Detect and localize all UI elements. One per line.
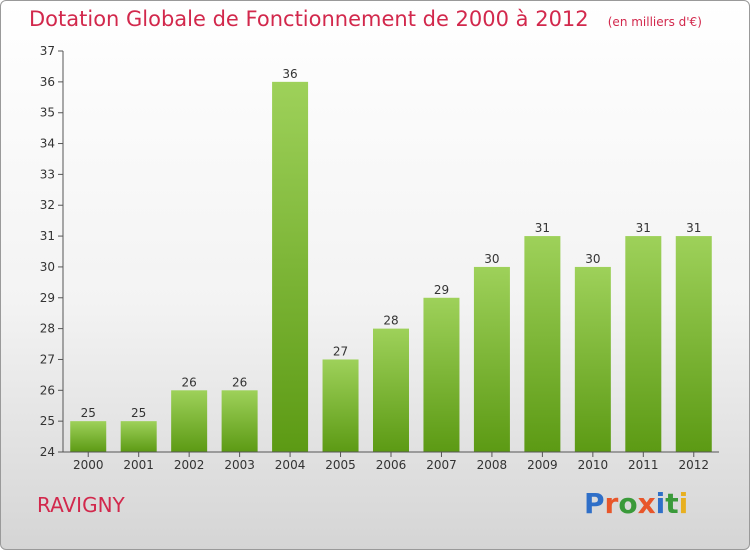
- x-tick-label: 2003: [224, 458, 255, 472]
- bar-value-label: 31: [535, 221, 550, 235]
- logo-letter: P: [584, 487, 605, 520]
- bar-value-label: 31: [636, 221, 651, 235]
- title-row: Dotation Globale de Fonctionnement de 20…: [29, 7, 702, 31]
- bar: [524, 236, 561, 452]
- y-tick-label: 37: [40, 44, 55, 58]
- x-tick-label: 2001: [123, 458, 154, 472]
- x-tick-label: 2012: [678, 458, 709, 472]
- y-tick-label: 35: [40, 106, 55, 120]
- x-tick-label: 2002: [174, 458, 205, 472]
- x-tick-label: 2007: [426, 458, 457, 472]
- bar-value-label: 31: [686, 221, 701, 235]
- x-tick-label: 2000: [73, 458, 104, 472]
- y-tick-label: 26: [40, 383, 55, 397]
- logo-letter: i: [678, 487, 689, 520]
- bar: [322, 359, 359, 452]
- bar-value-label: 36: [282, 67, 297, 81]
- y-tick-label: 36: [40, 75, 55, 89]
- y-tick-label: 32: [40, 198, 55, 212]
- y-tick-label: 30: [40, 260, 55, 274]
- bar-value-label: 25: [81, 406, 96, 420]
- bar: [574, 266, 611, 452]
- bar-value-label: 29: [434, 283, 449, 297]
- y-tick-label: 33: [40, 167, 55, 181]
- logo-letter: x: [637, 487, 656, 520]
- logo-letter: t: [665, 487, 679, 520]
- bar: [272, 81, 309, 452]
- bar: [120, 421, 157, 452]
- x-tick-label: 2011: [628, 458, 659, 472]
- y-tick-label: 25: [40, 414, 55, 428]
- y-tick-label: 34: [40, 137, 55, 151]
- bar-value-label: 27: [333, 344, 348, 358]
- y-tick-label: 27: [40, 352, 55, 366]
- bar-value-label: 30: [585, 252, 600, 266]
- bar-value-label: 25: [131, 406, 146, 420]
- bar-value-label: 30: [484, 252, 499, 266]
- commune-name: RAVIGNY: [37, 493, 125, 517]
- logo-letter: r: [604, 487, 619, 520]
- y-tick-label: 31: [40, 229, 55, 243]
- y-tick-label: 24: [40, 445, 55, 459]
- bar: [221, 390, 258, 452]
- bar: [70, 421, 107, 452]
- y-tick-label: 29: [40, 291, 55, 305]
- bar-value-label: 28: [383, 314, 398, 328]
- x-tick-label: 2006: [376, 458, 407, 472]
- bar: [171, 390, 208, 452]
- logo-letter: i: [655, 487, 666, 520]
- proxiti-logo[interactable]: Proxiti: [584, 487, 688, 520]
- x-tick-label: 2008: [477, 458, 508, 472]
- bar: [625, 236, 662, 452]
- logo-letter: o: [618, 487, 638, 520]
- x-tick-label: 2004: [275, 458, 306, 472]
- x-tick-label: 2009: [527, 458, 558, 472]
- bar-value-label: 26: [232, 375, 247, 389]
- bar: [675, 236, 712, 452]
- bar: [373, 328, 409, 452]
- y-tick-label: 28: [40, 322, 55, 336]
- bar-value-label: 26: [182, 375, 197, 389]
- bar: [473, 266, 510, 452]
- bar: [423, 297, 460, 452]
- chart-title: Dotation Globale de Fonctionnement de 20…: [29, 7, 589, 31]
- x-tick-label: 2005: [325, 458, 356, 472]
- chart-unit: (en milliers d'€): [607, 15, 702, 29]
- x-tick-label: 2010: [578, 458, 609, 472]
